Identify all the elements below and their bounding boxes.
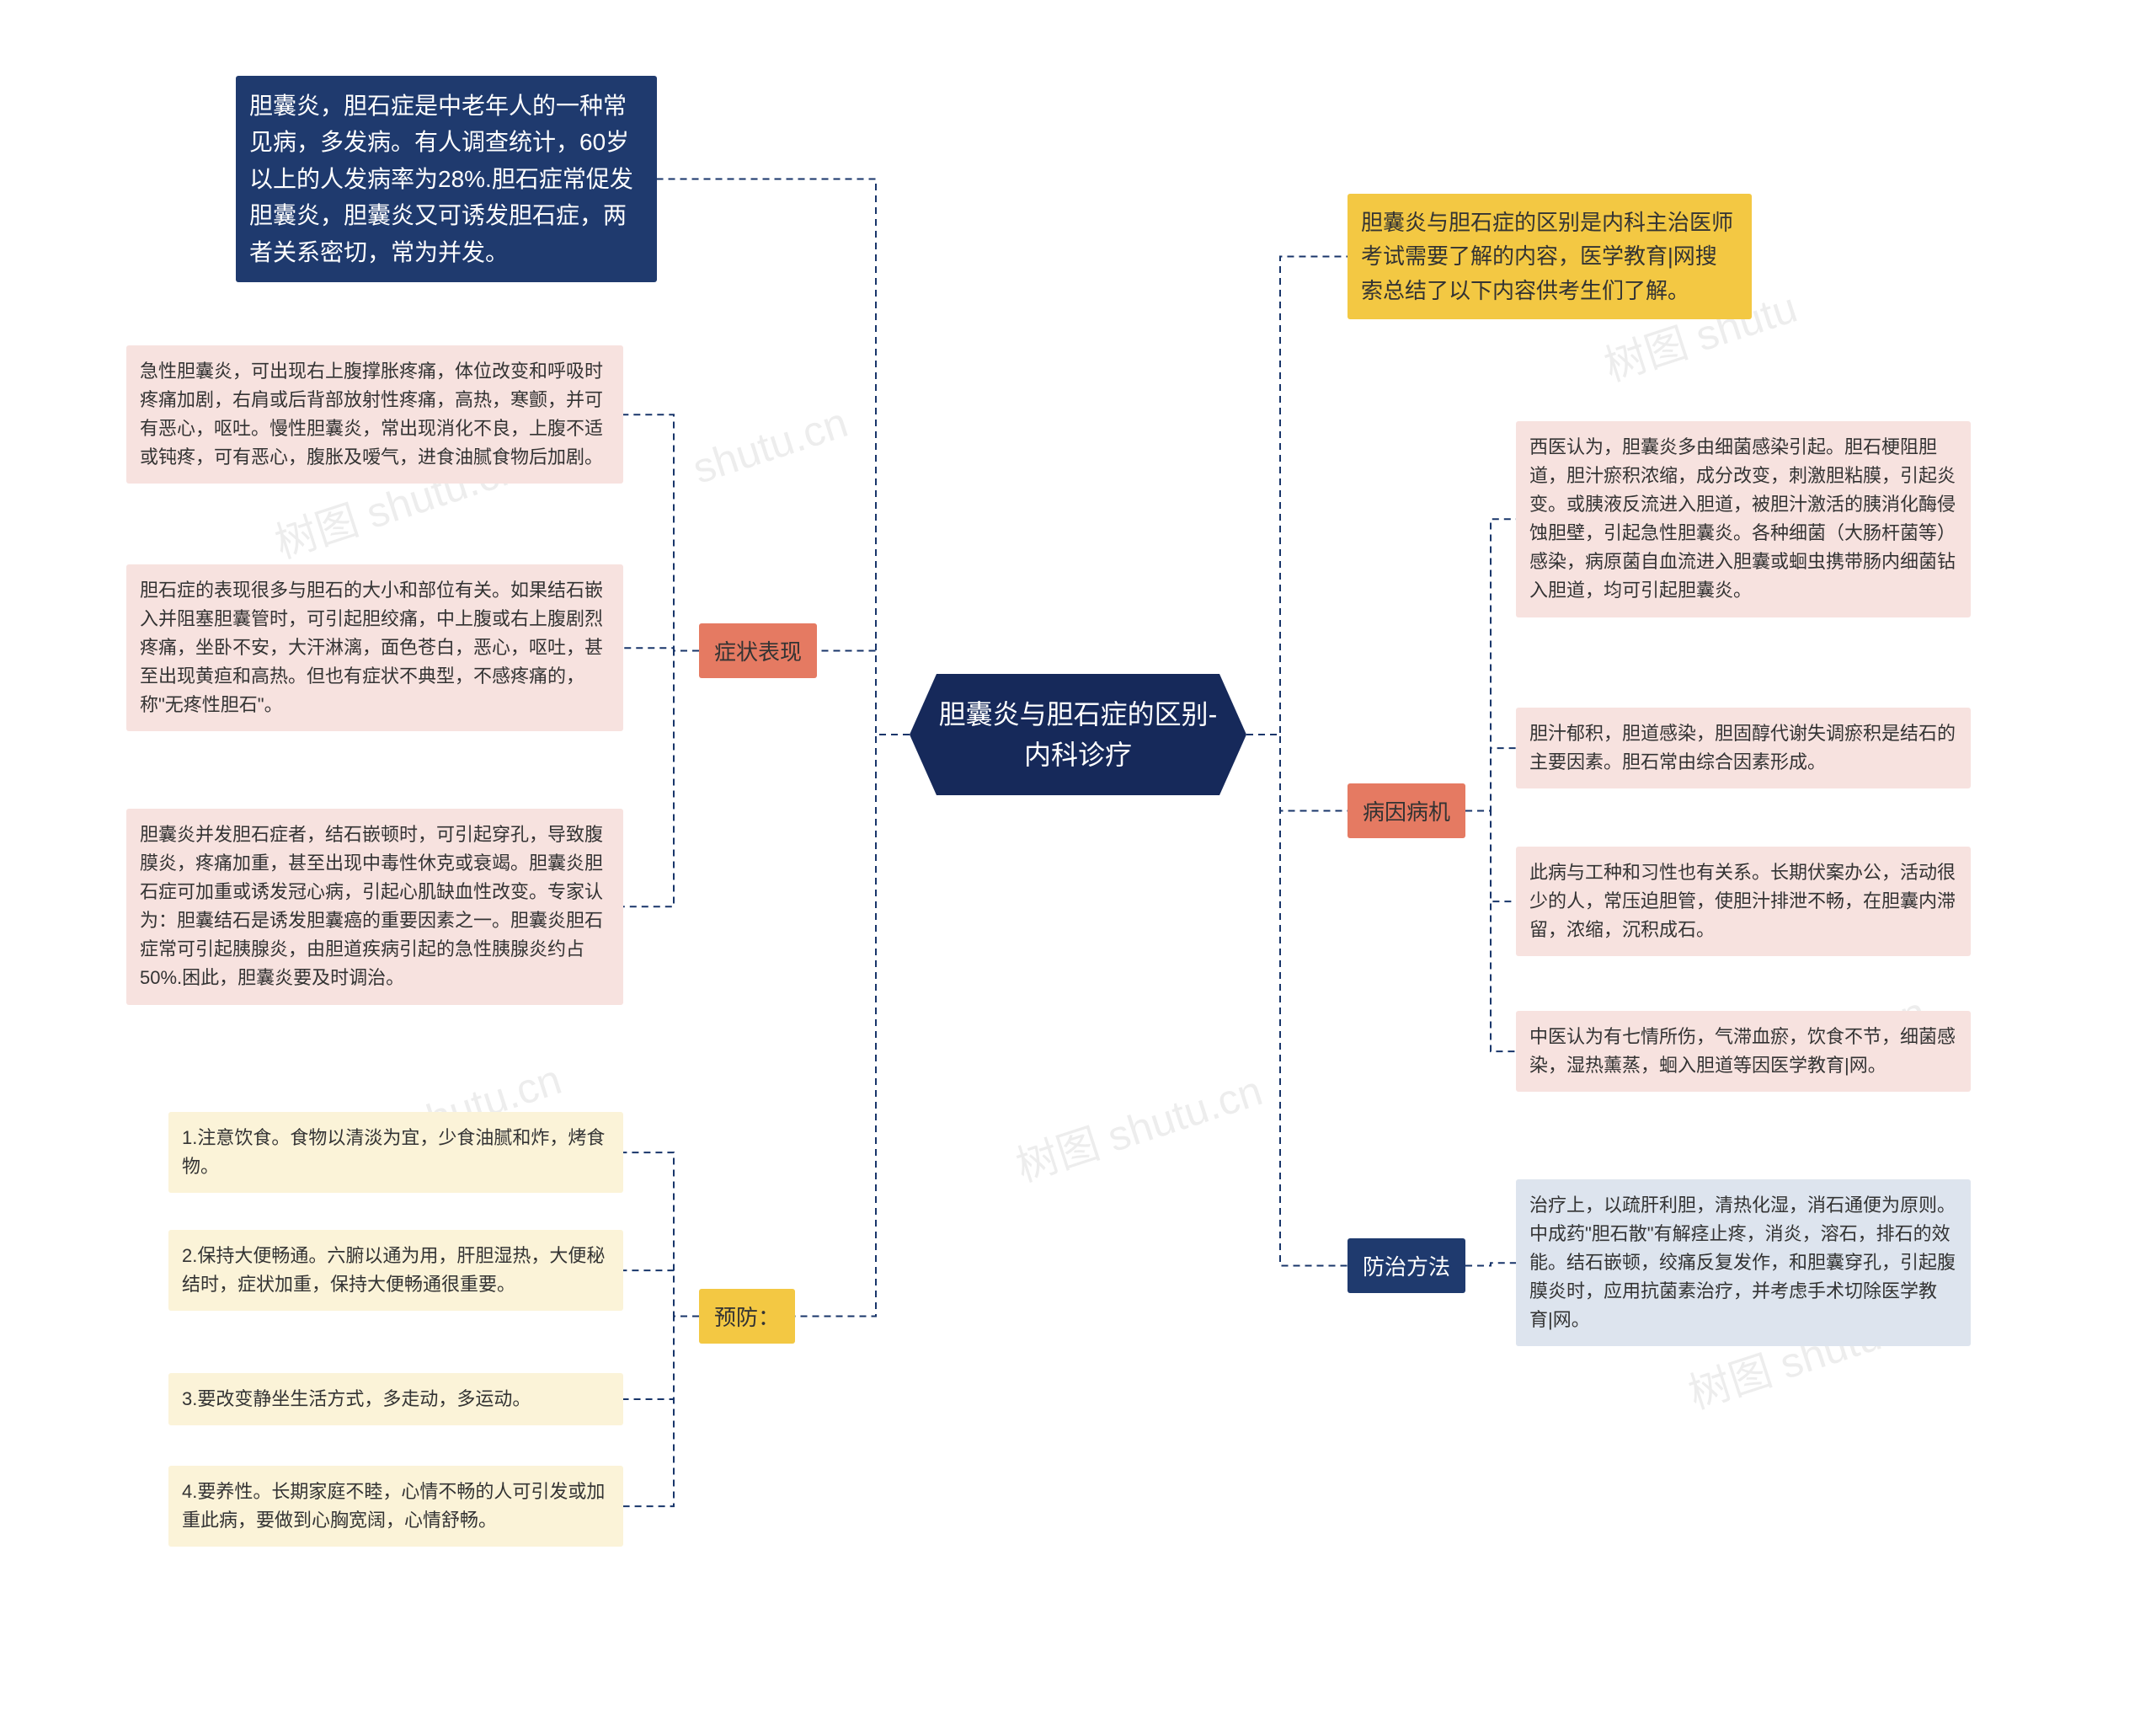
watermark: shutu.cn: [687, 398, 854, 494]
category-prevention: 预防：: [699, 1289, 795, 1344]
treatment-item: 治疗上，以疏肝利胆，清热化湿，消石通便为原则。中成药"胆石散"有解痉止疼，消炎，…: [1516, 1179, 1971, 1346]
intro-block: 胆囊炎与胆石症的区别是内科主治医师考试需要了解的内容，医学教育|网搜索总结了以下…: [1348, 194, 1752, 319]
overview-block: 胆囊炎，胆石症是中老年人的一种常见病，多发病。有人调查统计，60岁以上的人发病率…: [236, 76, 657, 282]
prevention-item: 2.保持大便畅通。六腑以通为用，肝胆湿热，大便秘结时，症状加重，保持大便畅通很重…: [168, 1230, 623, 1311]
category-etiology: 病因病机: [1348, 783, 1465, 838]
etiology-item: 西医认为，胆囊炎多由细菌感染引起。胆石梗阻胆道，胆汁瘀积浓缩，成分改变，刺激胆粘…: [1516, 421, 1971, 617]
symptom-item: 急性胆囊炎，可出现右上腹撑胀疼痛，体位改变和呼吸时疼痛加剧，右肩或后背部放射性疼…: [126, 345, 623, 484]
prevention-item: 3.要改变静坐生活方式，多走动，多运动。: [168, 1373, 623, 1425]
category-symptoms: 症状表现: [699, 623, 817, 678]
prevention-item: 1.注意饮食。食物以清淡为宜，少食油腻和炸，烤食物。: [168, 1112, 623, 1193]
center-topic: 胆囊炎与胆石症的区别-内科诊疗: [910, 674, 1246, 795]
etiology-item: 胆汁郁积，胆道感染，胆固醇代谢失调瘀积是结石的主要因素。胆石常由综合因素形成。: [1516, 708, 1971, 788]
category-treatment: 防治方法: [1348, 1238, 1465, 1293]
etiology-item: 中医认为有七情所伤，气滞血瘀，饮食不节，细菌感染，湿热薰蒸，蛔入胆道等因医学教育…: [1516, 1011, 1971, 1092]
symptom-item: 胆囊炎并发胆石症者，结石嵌顿时，可引起穿孔，导致腹膜炎，疼痛加重，甚至出现中毒性…: [126, 809, 623, 1005]
watermark: 树图 shutu.cn: [1007, 1057, 1268, 1194]
etiology-item: 此病与工种和习性也有关系。长期伏案办公，活动很少的人，常压迫胆管，使胆汁排泄不畅…: [1516, 847, 1971, 956]
symptom-item: 胆石症的表现很多与胆石的大小和部位有关。如果结石嵌入并阻塞胆囊管时，可引起胆绞痛…: [126, 564, 623, 731]
prevention-item: 4.要养性。长期家庭不睦，心情不畅的人可引发或加重此病，要做到心胸宽阔，心情舒畅…: [168, 1466, 623, 1547]
